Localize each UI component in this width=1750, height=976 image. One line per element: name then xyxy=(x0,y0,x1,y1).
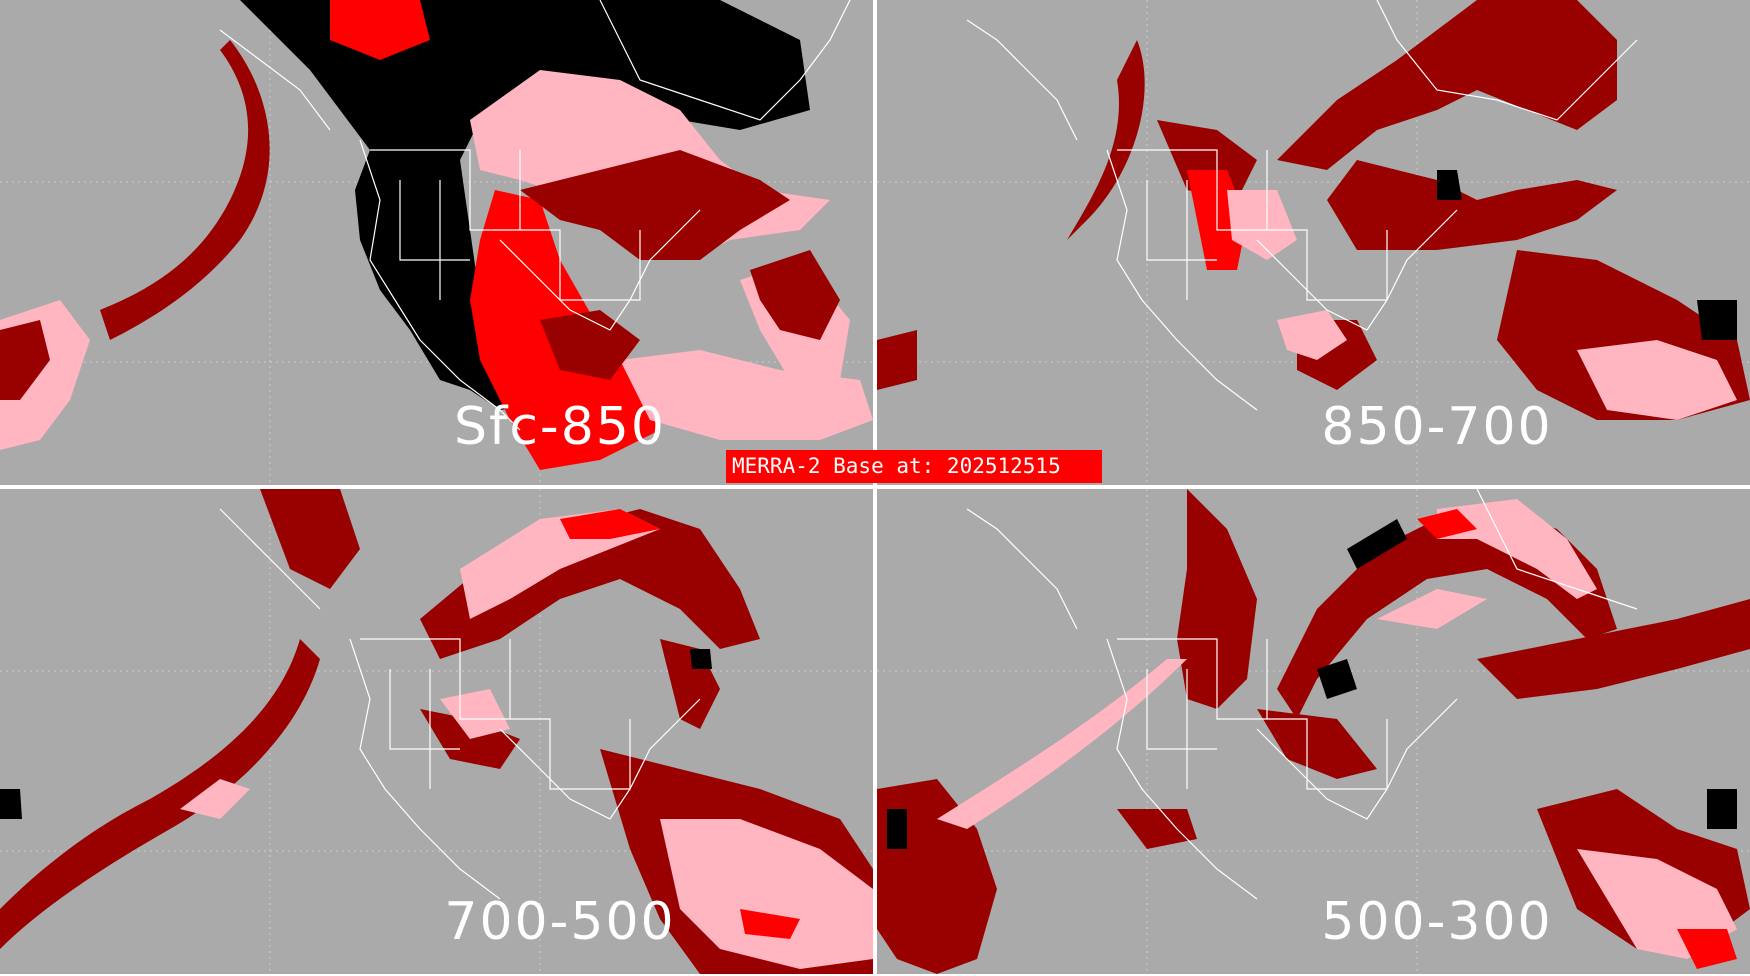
panel-label: Sfc-850 xyxy=(454,397,666,457)
map-canvas-sfc-850 xyxy=(0,0,873,485)
map-panel-850-700: 850-700 xyxy=(877,0,1750,485)
red-region xyxy=(560,509,800,939)
map-panel-sfc-850: Sfc-850 xyxy=(0,0,873,485)
coastlines xyxy=(966,0,1638,411)
pink-region xyxy=(1227,190,1737,420)
map-canvas-500-300 xyxy=(877,489,1750,974)
map-canvas-700-500 xyxy=(0,489,873,974)
black-region xyxy=(1437,170,1737,340)
coastlines xyxy=(219,508,701,900)
panel-label: 850-700 xyxy=(1321,397,1553,457)
black-region xyxy=(887,519,1737,849)
coastlines xyxy=(966,489,1638,900)
black-region xyxy=(240,0,810,410)
panel-label: 500-300 xyxy=(1321,892,1553,952)
dark-red-region xyxy=(0,40,840,400)
map-panel-500-300: 500-300 xyxy=(877,489,1750,974)
red-region xyxy=(1417,509,1737,969)
panel-label: 700-500 xyxy=(444,892,676,952)
base-date-banner: MERRA-2 Base at: 202512515 xyxy=(726,450,1102,483)
black-region xyxy=(0,649,712,819)
map-canvas-850-700 xyxy=(877,0,1750,485)
map-panel-700-500: 700-500 xyxy=(0,489,873,974)
coastlines xyxy=(219,0,851,431)
